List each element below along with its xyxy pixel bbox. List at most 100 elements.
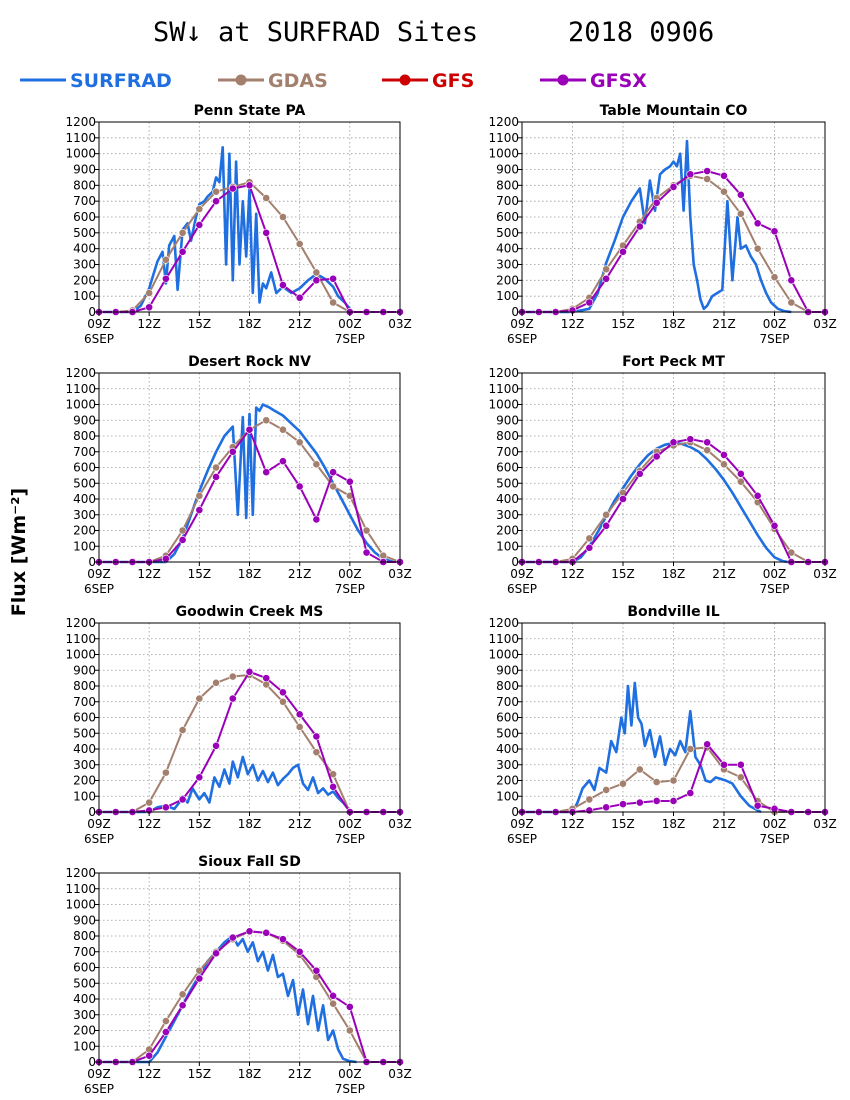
- y-tick-label: 700: [496, 695, 519, 709]
- x-tick-label: 18Z: [238, 567, 262, 581]
- data-point-gfsx: [652, 797, 661, 805]
- data-point-gdas: [161, 768, 170, 777]
- y-tick-label: 800: [496, 429, 519, 443]
- data-point-gfsx: [312, 966, 321, 975]
- x-tick-label: 12Z: [137, 817, 161, 831]
- data-point-gdas: [602, 786, 611, 794]
- data-point-gdas: [345, 1026, 354, 1035]
- y-tick-label: 1000: [488, 147, 519, 161]
- figure-title: SW↓ at SURFRAD Sites: [153, 17, 478, 48]
- data-point-gdas: [228, 672, 237, 681]
- data-point-gfsx: [212, 741, 220, 750]
- data-point-gfsx: [703, 167, 712, 175]
- y-tick-label: 1200: [65, 366, 96, 380]
- data-point-gdas: [178, 990, 187, 999]
- y-tick-label: 1100: [65, 632, 96, 646]
- y-tick-label: 100: [73, 1039, 96, 1053]
- y-tick-label: 0: [88, 805, 96, 819]
- y-tick-label: 500: [496, 726, 519, 740]
- y-tick-label: 300: [496, 258, 519, 272]
- data-point-gfsx: [245, 181, 254, 190]
- data-point-gfsx: [195, 221, 204, 229]
- y-tick-label: 300: [496, 758, 519, 772]
- legend-item-surfrad: SURFRAD: [20, 70, 172, 92]
- x-date-label: 6SEP: [507, 582, 537, 596]
- y-tick-label: 500: [73, 476, 96, 490]
- data-point-gfsx: [753, 491, 762, 500]
- y-axis-label: Flux [Wm⁻²]: [8, 488, 30, 616]
- y-tick-label: 300: [496, 508, 519, 522]
- data-point-gfsx: [161, 554, 170, 563]
- data-point-gfsx: [635, 469, 644, 478]
- y-tick-label: 0: [511, 305, 519, 319]
- data-point-gfsx: [753, 801, 762, 810]
- x-tick-label: 18Z: [662, 567, 686, 581]
- data-point-gdas: [295, 723, 304, 731]
- data-point-gfsx: [669, 438, 678, 447]
- x-tick-label: 12Z: [137, 567, 161, 581]
- data-point-gdas: [195, 205, 204, 213]
- data-point-gfsx: [228, 933, 237, 942]
- legend: SURFRAD GDAS GFS GFSX: [20, 70, 647, 92]
- y-tick-label: 700: [496, 194, 519, 208]
- series-line-surfrad: [99, 403, 394, 564]
- figure-date: 2018 0906: [568, 17, 714, 48]
- grid: [522, 373, 825, 562]
- data-point-gfsx: [212, 473, 220, 481]
- data-point-gfsx: [602, 521, 611, 530]
- x-tick-label: 03Z: [813, 317, 837, 331]
- data-point-gdas: [619, 779, 627, 788]
- panel-title: Desert Rock NV: [188, 354, 311, 370]
- y-tick-label: 1200: [488, 366, 519, 380]
- y-tick-label: 0: [511, 805, 519, 819]
- x-tick-label: 12Z: [561, 317, 585, 331]
- x-tick-label: 21Z: [712, 567, 736, 581]
- data-point-gdas: [703, 446, 712, 455]
- data-point-gdas: [195, 694, 204, 703]
- data-point-gdas: [161, 255, 170, 264]
- data-point-gdas: [770, 273, 779, 282]
- data-point-gfsx: [619, 247, 627, 256]
- legend-item-gdas: GDAS: [218, 70, 328, 92]
- x-tick-label: 12Z: [561, 817, 585, 831]
- y-tick-label: 500: [496, 476, 519, 490]
- x-tick-label: 15Z: [188, 317, 212, 331]
- data-point-gfsx: [770, 804, 779, 813]
- x-tick-label: 00Z: [338, 817, 362, 831]
- y-tick-label: 600: [73, 461, 96, 475]
- y-tick-label: 1100: [488, 382, 519, 396]
- data-point-gfsx: [753, 219, 762, 228]
- data-point-gfsx: [329, 274, 338, 283]
- x-date-label: 7SEP: [335, 832, 365, 846]
- x-tick-label: 09Z: [87, 817, 111, 831]
- data-point-gfsx: [279, 935, 287, 944]
- data-point-gdas: [736, 477, 745, 486]
- y-tick-label: 500: [496, 226, 519, 240]
- x-tick-label: 12Z: [137, 1067, 161, 1081]
- data-point-gdas: [279, 697, 287, 706]
- data-point-gfsx: [161, 1028, 170, 1036]
- data-point-gdas: [585, 795, 594, 804]
- y-tick-label: 400: [496, 242, 519, 256]
- data-point-gfsx: [736, 190, 745, 199]
- y-tick-label: 1000: [488, 398, 519, 412]
- panel-desert-rock-nv: Desert Rock NV01002003004005006007008009…: [65, 354, 411, 596]
- x-tick-label: 21Z: [712, 817, 736, 831]
- x-tick-label: 18Z: [238, 1067, 262, 1081]
- y-tick-label: 800: [73, 679, 96, 693]
- data-point-gfsx: [669, 797, 678, 805]
- panels: Penn State PA010020030040050060070080090…: [65, 103, 836, 1096]
- data-point-gfsx: [161, 274, 170, 283]
- data-point-gfsx: [178, 795, 187, 804]
- y-tick-label: 300: [73, 508, 96, 522]
- y-tick-label: 1200: [488, 616, 519, 630]
- x-tick-label: 00Z: [338, 317, 362, 331]
- legend-label-gfsx: GFSX: [590, 70, 647, 92]
- data-point-gfsx: [295, 482, 304, 491]
- data-point-gdas: [262, 194, 271, 202]
- x-tick-label: 03Z: [388, 567, 412, 581]
- x-tick-label: 15Z: [188, 1067, 212, 1081]
- x-tick-label: 18Z: [238, 317, 262, 331]
- y-tick-label: 1100: [65, 882, 96, 896]
